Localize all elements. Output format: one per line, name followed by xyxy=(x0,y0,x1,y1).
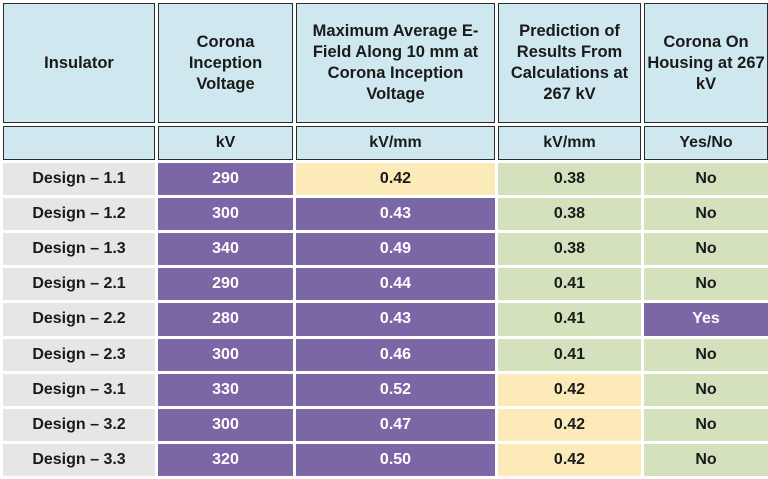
cell-prediction: 0.42 xyxy=(498,443,641,476)
cell-corona: No xyxy=(644,268,768,301)
units-row: kV kV/mm kV/mm Yes/No xyxy=(3,126,768,160)
table-row: Design – 2.3 300 0.46 0.41 No xyxy=(3,338,768,371)
cell-insulator: Design – 3.2 xyxy=(3,408,155,441)
cell-corona: No xyxy=(644,163,768,196)
cell-corona: No xyxy=(644,338,768,371)
table-row: Design – 3.3 320 0.50 0.42 No xyxy=(3,443,768,476)
unit-insulator xyxy=(3,126,155,160)
cell-efield: 0.47 xyxy=(296,408,495,441)
cell-prediction: 0.38 xyxy=(498,163,641,196)
unit-efield: kV/mm xyxy=(296,126,495,160)
cell-insulator: Design – 1.1 xyxy=(3,163,155,196)
header-insulator: Insulator xyxy=(3,3,155,123)
table-row: Design – 3.1 330 0.52 0.42 No xyxy=(3,373,768,406)
table-row: Design – 2.2 280 0.43 0.41 Yes xyxy=(3,303,768,336)
cell-voltage: 280 xyxy=(158,303,293,336)
cell-insulator: Design – 1.2 xyxy=(3,198,155,231)
table-row: Design – 1.1 290 0.42 0.38 No xyxy=(3,163,768,196)
cell-prediction: 0.38 xyxy=(498,198,641,231)
cell-voltage: 290 xyxy=(158,268,293,301)
cell-insulator: Design – 2.1 xyxy=(3,268,155,301)
cell-prediction: 0.41 xyxy=(498,268,641,301)
header-corona-on-housing: Corona On Housing at 267 kV xyxy=(644,3,768,123)
unit-corona: Yes/No xyxy=(644,126,768,160)
cell-prediction: 0.41 xyxy=(498,303,641,336)
cell-prediction: 0.42 xyxy=(498,408,641,441)
table-row: Design – 2.1 290 0.44 0.41 No xyxy=(3,268,768,301)
cell-insulator: Design – 2.2 xyxy=(3,303,155,336)
cell-corona: No xyxy=(644,443,768,476)
cell-efield: 0.43 xyxy=(296,303,495,336)
cell-efield: 0.46 xyxy=(296,338,495,371)
cell-voltage: 320 xyxy=(158,443,293,476)
cell-efield: 0.49 xyxy=(296,233,495,266)
cell-insulator: Design – 3.3 xyxy=(3,443,155,476)
unit-prediction: kV/mm xyxy=(498,126,641,160)
cell-efield: 0.50 xyxy=(296,443,495,476)
cell-insulator: Design – 2.3 xyxy=(3,338,155,371)
cell-corona: No xyxy=(644,233,768,266)
table-row: Design – 1.3 340 0.49 0.38 No xyxy=(3,233,768,266)
cell-insulator: Design – 3.1 xyxy=(3,373,155,406)
cell-voltage: 300 xyxy=(158,408,293,441)
cell-prediction: 0.41 xyxy=(498,338,641,371)
cell-voltage: 300 xyxy=(158,338,293,371)
cell-corona: No xyxy=(644,198,768,231)
cell-voltage: 290 xyxy=(158,163,293,196)
cell-efield: 0.44 xyxy=(296,268,495,301)
cell-corona: No xyxy=(644,373,768,406)
header-row: Insulator Corona Inception Voltage Maxim… xyxy=(3,3,768,123)
header-prediction: Prediction of Results From Calculations … xyxy=(498,3,641,123)
cell-corona: No xyxy=(644,408,768,441)
table-row: Design – 3.2 300 0.47 0.42 No xyxy=(3,408,768,441)
cell-efield: 0.43 xyxy=(296,198,495,231)
cell-voltage: 300 xyxy=(158,198,293,231)
cell-efield: 0.52 xyxy=(296,373,495,406)
cell-efield: 0.42 xyxy=(296,163,495,196)
table-row: Design – 1.2 300 0.43 0.38 No xyxy=(3,198,768,231)
cell-voltage: 340 xyxy=(158,233,293,266)
header-corona-inception-voltage: Corona Inception Voltage xyxy=(158,3,293,123)
unit-voltage: kV xyxy=(158,126,293,160)
header-max-avg-efield: Maximum Average E-Field Along 10 mm at C… xyxy=(296,3,495,123)
cell-prediction: 0.42 xyxy=(498,373,641,406)
cell-voltage: 330 xyxy=(158,373,293,406)
cell-corona: Yes xyxy=(644,303,768,336)
cell-insulator: Design – 1.3 xyxy=(3,233,155,266)
cell-prediction: 0.38 xyxy=(498,233,641,266)
